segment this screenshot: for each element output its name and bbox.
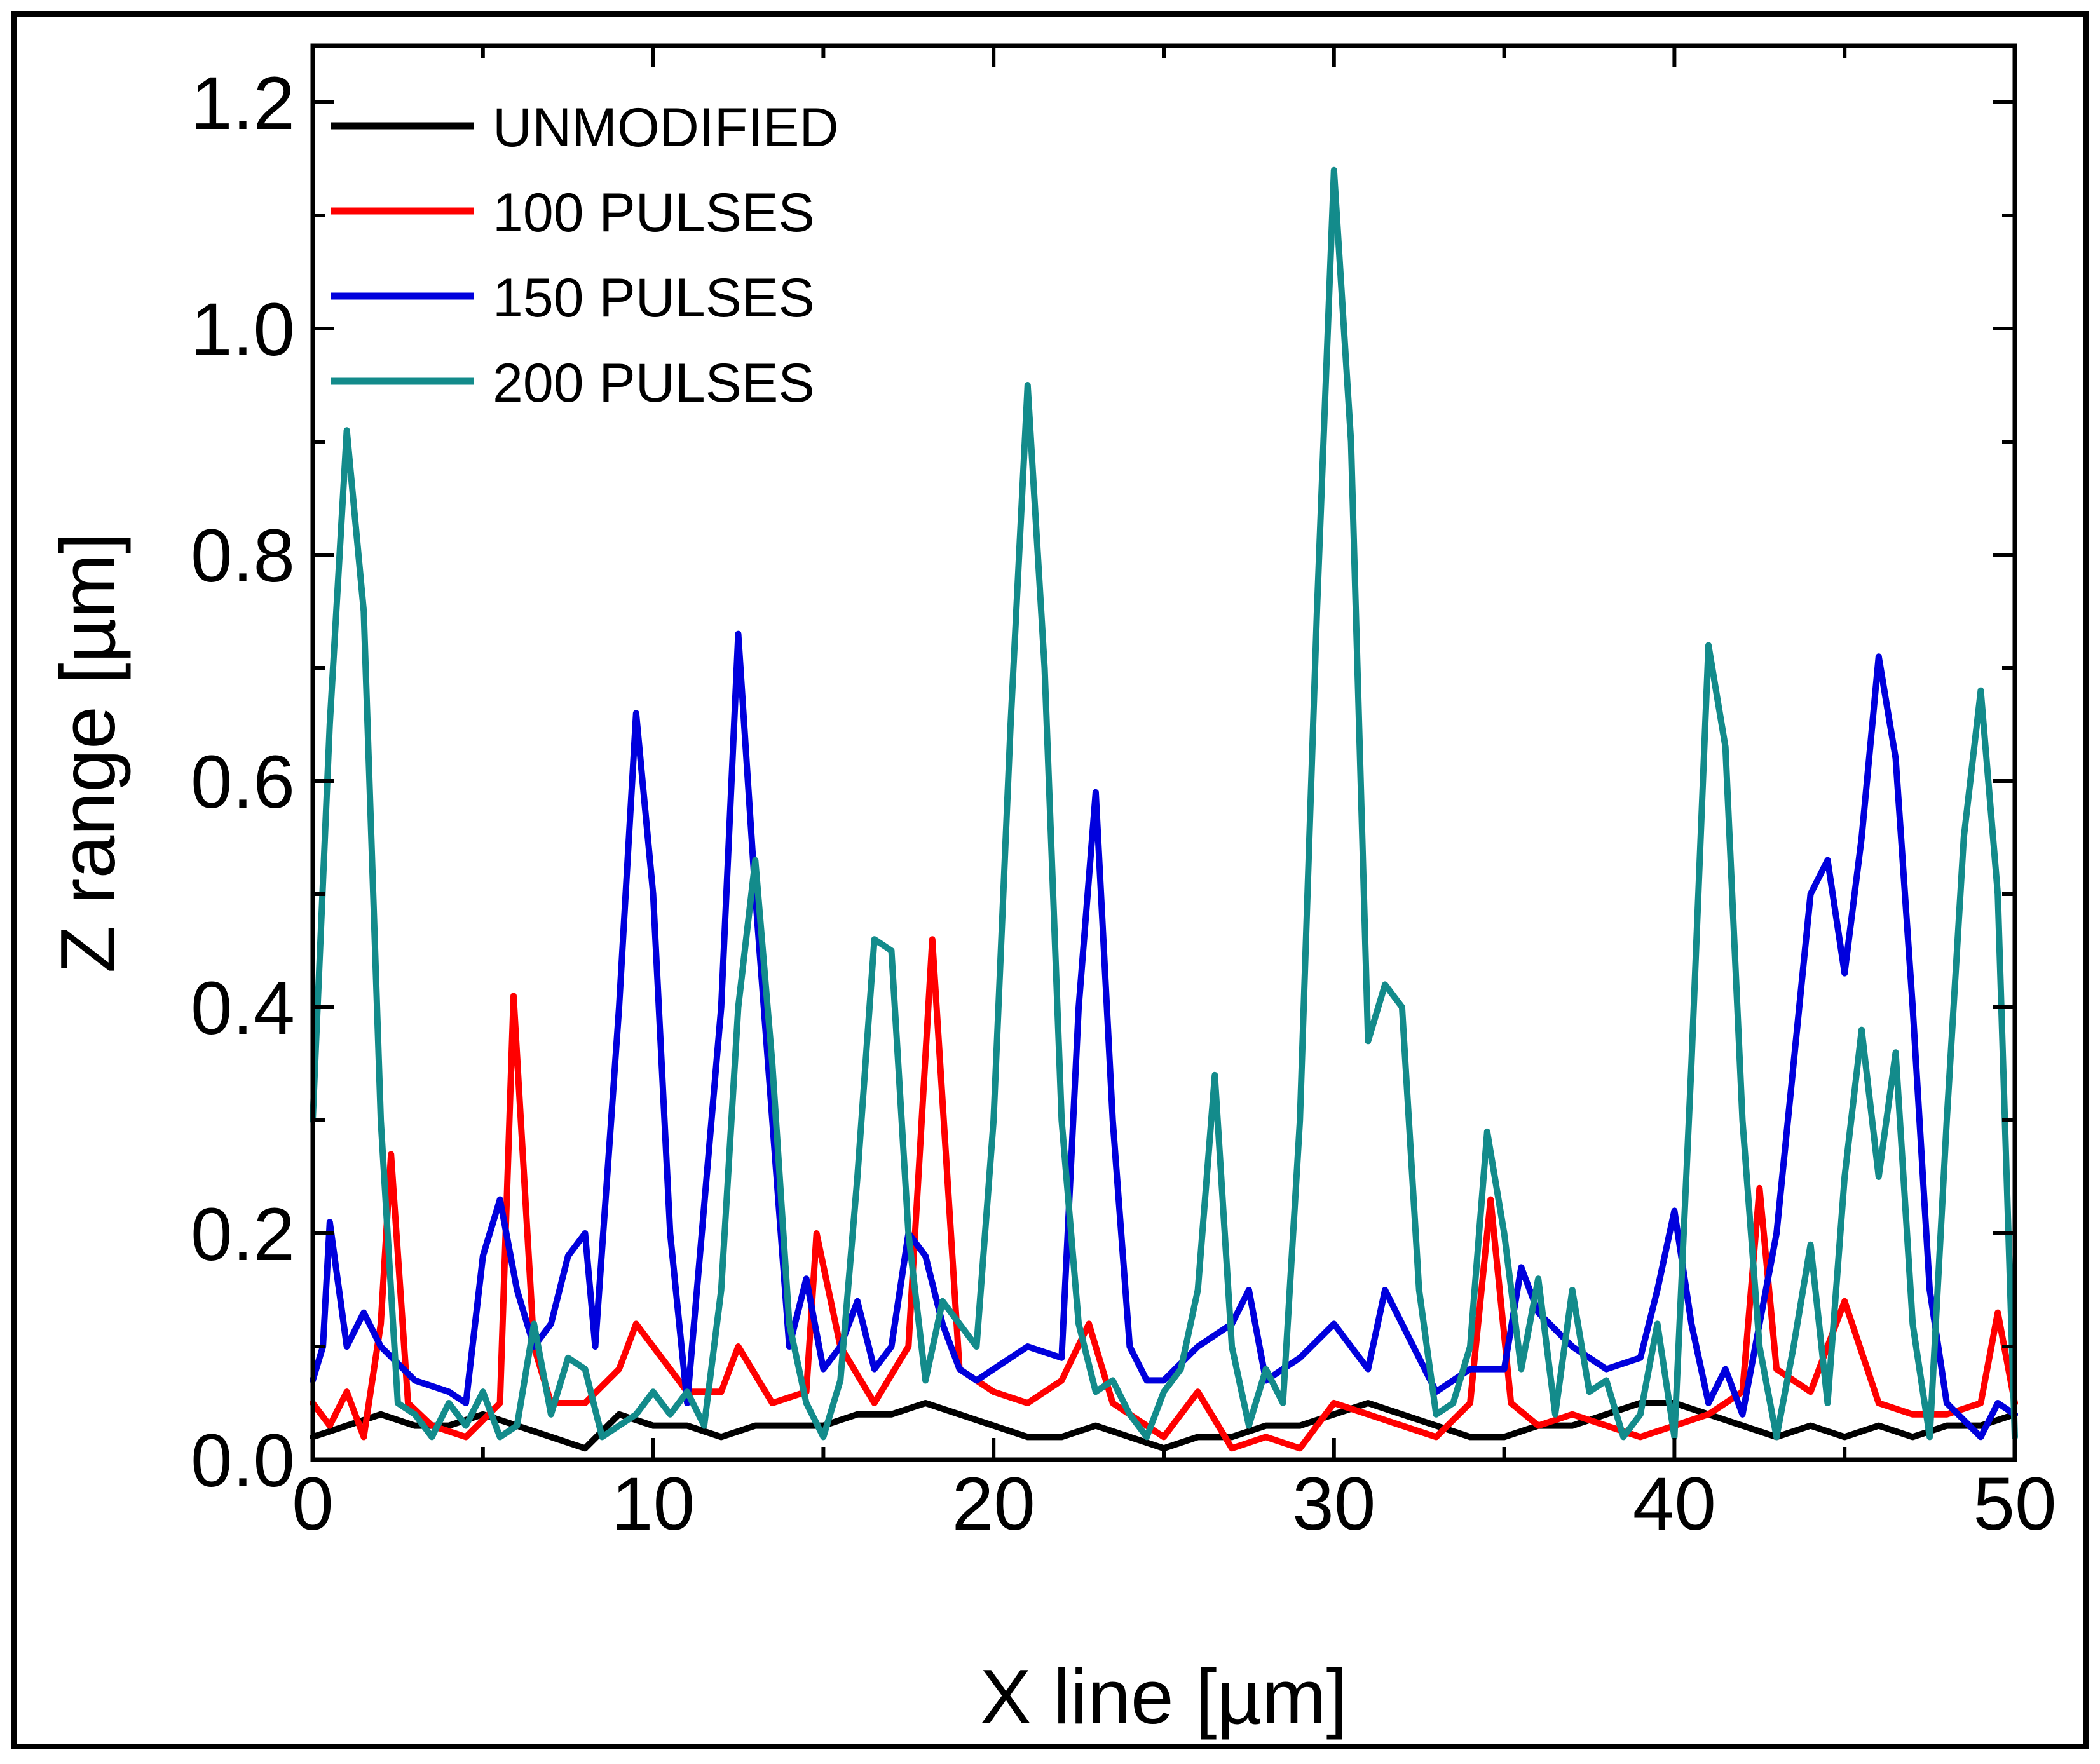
y-tick-label: 0.8 (191, 514, 295, 598)
series-line-100-pulses (310, 936, 2018, 1452)
x-tick-label: 10 (611, 1462, 695, 1546)
legend-label: 100 PULSES (493, 182, 815, 243)
y-tick-label: 0.4 (191, 967, 295, 1050)
y-axis-label: Z range [µm] (44, 532, 131, 973)
series-line-150-pulses (310, 630, 2018, 1441)
y-tick-label: 0.2 (191, 1193, 295, 1277)
y-tick-label: 1.2 (191, 62, 295, 146)
y-tick-label: 0.6 (191, 740, 295, 824)
x-tick-label: 20 (952, 1462, 1035, 1546)
legend: UNMODIFIED 100 PULSES 150 PULSES 200 PULSES (331, 97, 839, 414)
legend-label: 150 PULSES (493, 268, 815, 329)
y-tick-label: 1.0 (191, 288, 295, 372)
legend-label: UNMODIFIED (493, 97, 839, 158)
series-line-200-pulses (310, 166, 2018, 1441)
x-axis-label: X line [µm] (980, 1653, 1348, 1740)
plot-area: 0 10 20 30 40 50 0.0 0.2 0.4 0.6 0.8 1.0 1.2 X line [… (44, 43, 2057, 1740)
y-tick-label: 0.0 (191, 1419, 295, 1503)
legend-label: 200 PULSES (493, 353, 815, 414)
x-tick-label: 50 (1973, 1462, 2056, 1546)
x-tick-label: 0 (292, 1462, 334, 1546)
x-tick-label: 30 (1292, 1462, 1375, 1546)
x-tick-label: 40 (1633, 1462, 1716, 1546)
